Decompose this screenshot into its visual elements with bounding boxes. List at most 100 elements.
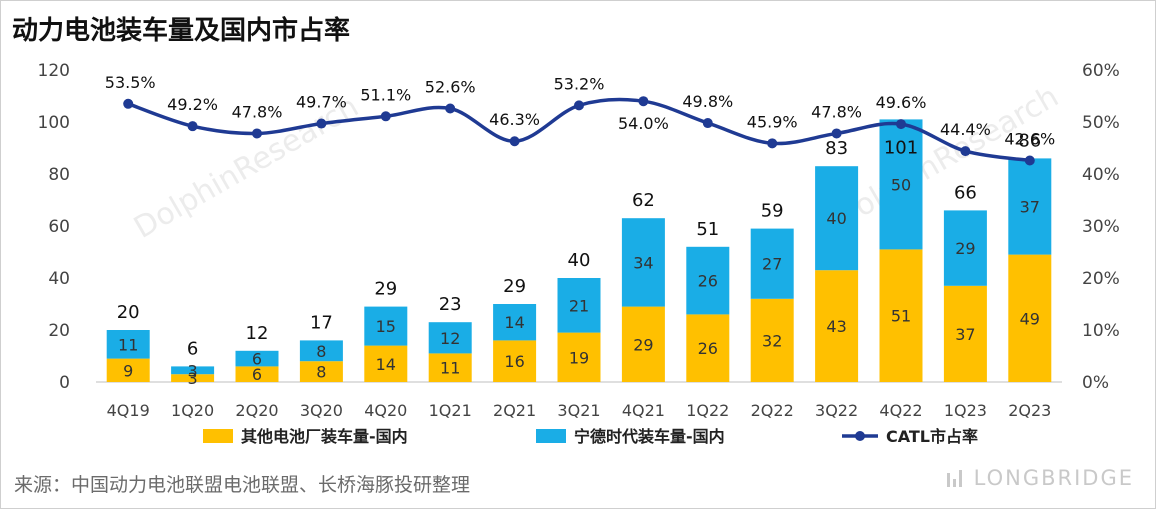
bar-catl [493,304,537,341]
bar-catl [750,228,794,299]
bar-total-label: 6 [187,338,198,359]
share-point [574,100,584,111]
share-label: 54.0% [618,114,669,133]
bar-catl [557,278,601,333]
x-tick-label: 1Q21 [429,401,472,420]
bar-total-label: 29 [503,276,526,297]
bar-catl-label: 11 [118,335,138,354]
bar-total-label: 59 [761,201,784,222]
bar-other [106,358,150,382]
bar-other [686,314,730,382]
bar-total-label: 12 [246,323,269,344]
y2-tick-label: 30% [1082,217,1120,237]
bar-total-label: 51 [696,219,719,240]
bar-total-label: 23 [439,294,462,315]
share-point [252,128,262,139]
bar-catl [171,366,215,375]
x-tick-label: 4Q19 [107,401,150,420]
bar-other-label: 37 [955,325,975,344]
bar-other [364,345,408,382]
bar-other [750,298,794,382]
bar-total-label: 83 [825,138,848,159]
bar-catl [943,210,987,286]
share-point [316,118,327,129]
x-tick-label: 1Q22 [686,401,729,420]
share-label: 45.9% [747,112,798,131]
share-label: 49.2% [167,95,218,114]
bar-other-label: 8 [316,363,326,382]
bar-total-label: 40 [568,250,591,271]
share-label: 49.6% [876,93,927,112]
share-label: 51.1% [360,85,411,104]
bar-total-label: 20 [117,302,140,323]
bar-catl [364,306,408,346]
share-point [702,118,713,129]
source-note: 来源：中国动力电池联盟电池联盟、长桥海豚投研整理 [14,474,471,496]
y-tick-label: 0 [59,373,70,393]
bar-other-label: 9 [123,361,133,380]
share-label: 53.2% [554,74,605,93]
x-tick-label: 2Q20 [235,401,278,420]
y2-tick-label: 0% [1082,373,1109,393]
bar-other [879,249,923,382]
bar-other-label: 32 [762,331,782,350]
x-tick-label: 2Q23 [1008,401,1051,420]
bar-other [621,306,665,382]
share-point [960,146,971,157]
brand-text: LONGBRIDGE [973,466,1134,490]
bar-total-label: 62 [632,190,655,211]
bar-catl-label: 8 [316,342,326,361]
share-point [767,138,778,149]
share-point [509,136,520,147]
bar-other-label: 6 [252,365,262,384]
bar-catl-label: 15 [376,317,396,336]
brand-bars-icon [946,470,962,487]
y-tick-label: 80 [48,165,70,185]
y-tick-label: 60 [48,217,70,237]
bar-other-label: 29 [633,335,653,354]
x-tick-label: 4Q20 [364,401,407,420]
bar-catl [106,330,150,359]
share-label: 49.7% [296,93,347,112]
chart-title: 动力电池装车量及国内市占率 [12,16,351,46]
share-label: 44.4% [940,120,991,139]
x-tick-label: 4Q21 [622,401,665,420]
bar-other [943,285,987,382]
bar-catl [815,166,859,271]
bar-other [557,332,601,382]
y2-tick-label: 60% [1082,61,1120,81]
share-label: 53.5% [105,73,156,92]
bar-other [171,374,215,382]
x-tick-label: 3Q20 [300,401,343,420]
bar-other [299,361,343,382]
bar-other-label: 3 [188,369,198,388]
bar-catl [686,246,730,315]
x-tick-label: 1Q20 [171,401,214,420]
bar-other [235,366,279,382]
bar-catl-label: 6 [252,350,262,369]
share-point [638,96,649,107]
legend-swatch-other [203,429,233,443]
bar-catl-label: 27 [762,255,782,274]
bar-catl-label: 21 [569,296,589,315]
bar-other-label: 51 [891,307,911,326]
legend-label-other: 其他电池厂装车量-国内 [241,427,408,446]
bar-other-label: 26 [698,339,718,358]
y-tick-label: 100 [38,113,70,133]
bar-other-label: 49 [1020,309,1040,328]
brand-logo: LONGBRIDGE [946,466,1134,490]
y-tick-label: 120 [38,61,70,81]
share-label: 42.6% [1004,129,1055,148]
bar-catl-label: 29 [955,239,975,258]
y2-tick-label: 50% [1082,113,1120,133]
share-label: 46.3% [489,110,540,129]
bar-total-label: 101 [884,137,918,158]
bar-catl-label: 14 [504,313,524,332]
bar-total-label: 29 [374,279,397,300]
bar-catl [621,218,665,307]
bar-other-label: 43 [826,317,846,336]
share-point [123,98,134,109]
share-label: 47.8% [232,102,283,121]
legend-label-share: CATL市占率 [886,427,978,446]
